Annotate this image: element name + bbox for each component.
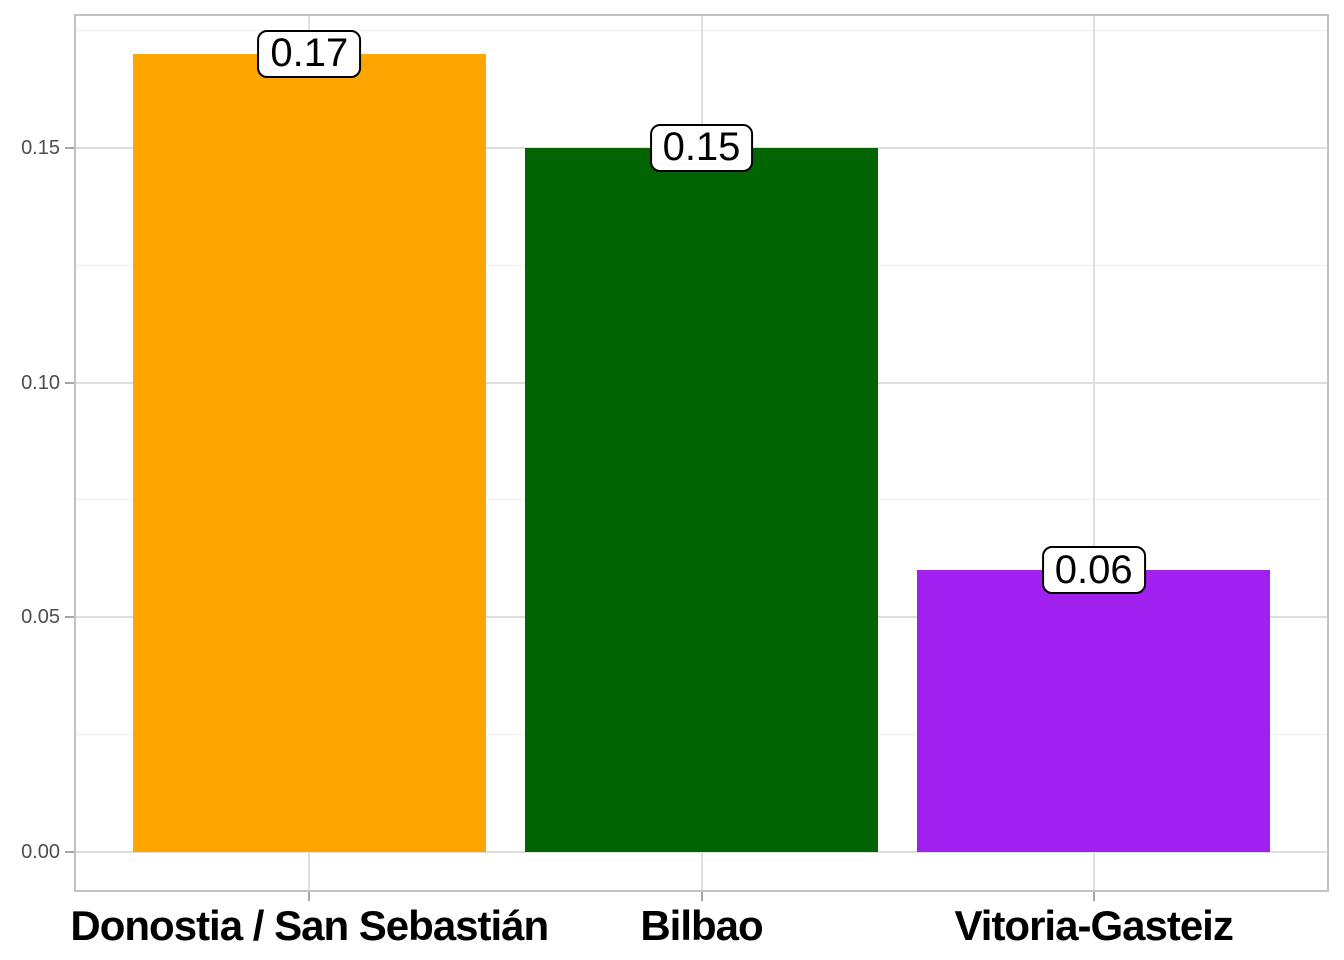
bar-value-label-bilbao: 0.15 <box>649 123 754 172</box>
gridline-major-x-vitoria-gasteiz <box>1092 14 1095 892</box>
bar-donostia-san-sebastian <box>132 53 486 853</box>
bar-bilbao <box>525 147 878 853</box>
x-category-label-bilbao: Bilbao <box>640 902 763 949</box>
y-tick-label-1: 0.05 <box>21 606 60 629</box>
y-tick-label-0: 0.00 <box>21 841 60 864</box>
plot-panel: 0.17 0.15 0.06 <box>74 14 1329 892</box>
bar-value-label-vitoria-gasteiz: 0.06 <box>1041 546 1146 595</box>
x-axis-tick-bilbao <box>700 892 703 901</box>
bar-vitoria-gasteiz <box>917 570 1271 853</box>
y-tick-label-2: 0.10 <box>21 371 60 394</box>
y-axis-tick-3 <box>65 146 74 149</box>
x-axis-tick-donostia-san-sebastian <box>308 892 311 901</box>
y-axis-tick-0 <box>65 851 74 854</box>
y-tick-label-3: 0.15 <box>21 136 60 159</box>
y-axis-tick-1 <box>65 616 74 619</box>
x-category-label-donostia-san-sebastian: Donostia / San Sebastián <box>70 902 549 949</box>
x-category-label-vitoria-gasteiz: Vitoria-Gasteiz <box>954 902 1234 949</box>
y-axis-tick-2 <box>65 381 74 384</box>
x-axis-tick-vitoria-gasteiz <box>1092 892 1095 901</box>
bar-value-label-donostia-san-sebastian: 0.17 <box>257 29 362 78</box>
